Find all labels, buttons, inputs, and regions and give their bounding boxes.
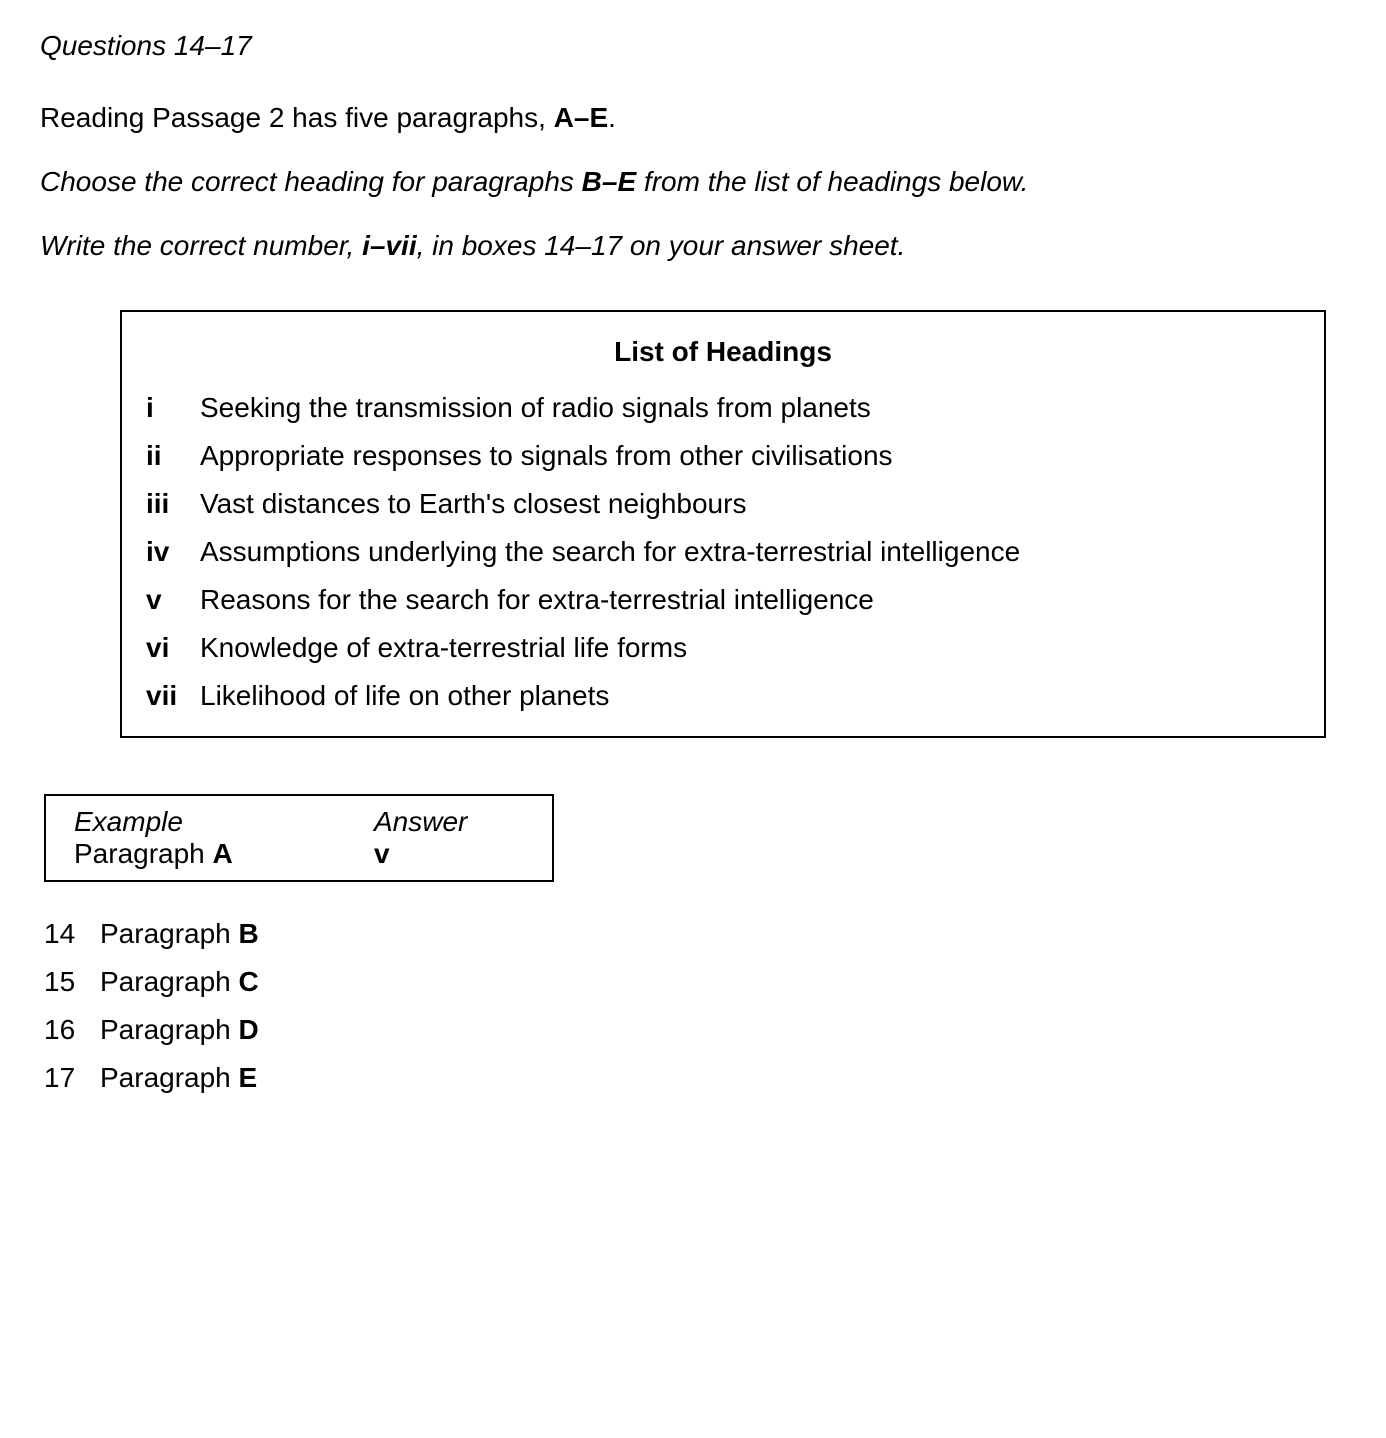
question-num: 16: [44, 1014, 100, 1046]
heading-text: Appropriate responses to signals from ot…: [200, 440, 1306, 472]
example-header-row: Example Answer: [74, 806, 532, 838]
heading-num: vi: [140, 632, 200, 664]
heading-text: Reasons for the search for extra-terrest…: [200, 584, 1306, 616]
instr1-post: from the list of headings below.: [636, 166, 1028, 197]
question-num: 15: [44, 966, 100, 998]
heading-num: iv: [140, 536, 200, 568]
questions-title: Questions 14–17: [40, 30, 1346, 62]
heading-row: vii Likelihood of life on other planets: [140, 680, 1306, 712]
question-pre: Paragraph: [100, 1014, 239, 1045]
question-letter: B: [239, 918, 259, 949]
intro-pre: Reading Passage 2 has five paragraphs,: [40, 102, 554, 133]
heading-text: Knowledge of extra-terrestrial life form…: [200, 632, 1306, 664]
question-num: 14: [44, 918, 100, 950]
example-value-row: Paragraph A v: [74, 838, 532, 870]
intro-bold: A–E: [554, 102, 608, 133]
question-num: 17: [44, 1062, 100, 1094]
question-letter: D: [239, 1014, 259, 1045]
heading-text: Likelihood of life on other planets: [200, 680, 1306, 712]
instruction-1: Choose the correct heading for paragraph…: [40, 166, 1346, 198]
heading-row: v Reasons for the search for extra-terre…: [140, 584, 1306, 616]
question-row: 17 Paragraph E: [44, 1062, 1346, 1094]
instr2-pre: Write the correct number,: [40, 230, 362, 261]
example-para-letter: A: [213, 838, 233, 869]
heading-num: vii: [140, 680, 200, 712]
question-letter: E: [239, 1062, 258, 1093]
instr2-post: , in boxes 14–17 on your answer sheet.: [417, 230, 906, 261]
example-box: Example Answer Paragraph A v: [44, 794, 554, 882]
question-row: 16 Paragraph D: [44, 1014, 1346, 1046]
intro-text: Reading Passage 2 has five paragraphs, A…: [40, 102, 1346, 134]
question-pre: Paragraph: [100, 966, 239, 997]
example-label: Example: [74, 806, 183, 837]
instr1-pre: Choose the correct heading for paragraph…: [40, 166, 582, 197]
heading-row: iii Vast distances to Earth's closest ne…: [140, 488, 1306, 520]
headings-title: List of Headings: [140, 336, 1306, 368]
instr1-bold: B–E: [582, 166, 636, 197]
question-text: Paragraph B: [100, 918, 1346, 950]
heading-row: iv Assumptions underlying the search for…: [140, 536, 1306, 568]
heading-row: i Seeking the transmission of radio sign…: [140, 392, 1306, 424]
intro-post: .: [608, 102, 616, 133]
example-answer-value: v: [374, 838, 390, 869]
headings-box: List of Headings i Seeking the transmiss…: [120, 310, 1326, 738]
heading-row: vi Knowledge of extra-terrestrial life f…: [140, 632, 1306, 664]
question-text: Paragraph E: [100, 1062, 1346, 1094]
heading-num: ii: [140, 440, 200, 472]
heading-num: v: [140, 584, 200, 616]
instr2-bold: i–vii: [362, 230, 416, 261]
question-row: 14 Paragraph B: [44, 918, 1346, 950]
question-row: 15 Paragraph C: [44, 966, 1346, 998]
example-para-pre: Paragraph: [74, 838, 213, 869]
question-text: Paragraph C: [100, 966, 1346, 998]
question-text: Paragraph D: [100, 1014, 1346, 1046]
question-pre: Paragraph: [100, 918, 239, 949]
heading-num: iii: [140, 488, 200, 520]
example-answer-label: Answer: [374, 806, 467, 837]
heading-text: Assumptions underlying the search for ex…: [200, 536, 1306, 568]
heading-text: Seeking the transmission of radio signal…: [200, 392, 1306, 424]
heading-row: ii Appropriate responses to signals from…: [140, 440, 1306, 472]
instruction-2: Write the correct number, i–vii, in boxe…: [40, 230, 1346, 262]
heading-num: i: [140, 392, 200, 424]
heading-text: Vast distances to Earth's closest neighb…: [200, 488, 1306, 520]
question-letter: C: [239, 966, 259, 997]
question-pre: Paragraph: [100, 1062, 239, 1093]
